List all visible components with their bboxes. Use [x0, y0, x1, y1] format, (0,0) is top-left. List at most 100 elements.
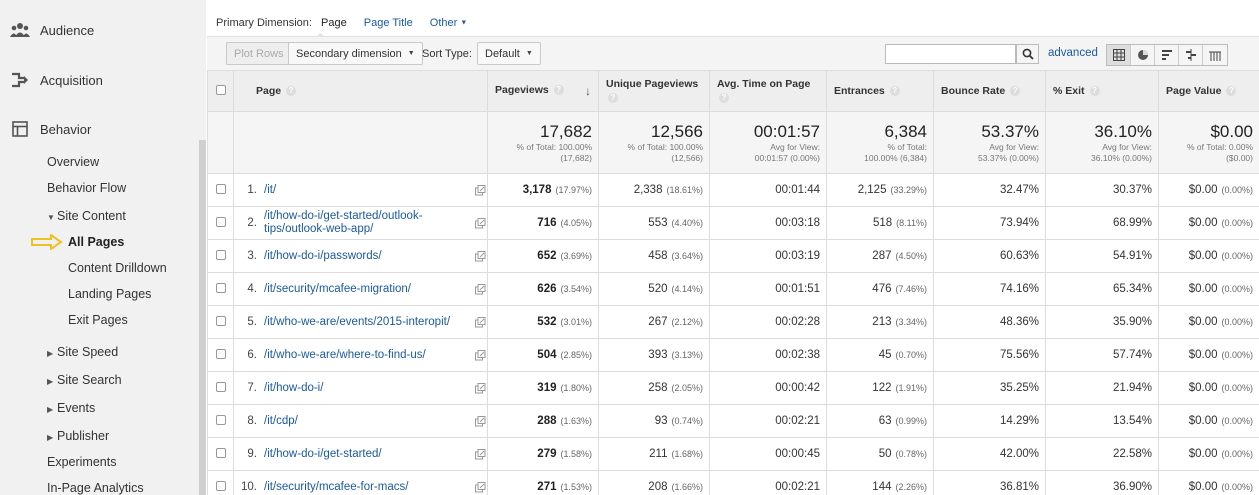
help-icon[interactable]: ?: [889, 86, 900, 97]
dimension-page[interactable]: Page: [321, 17, 347, 29]
page-link[interactable]: /it/who-we-are/where-to-find-us/: [264, 348, 426, 361]
search-button[interactable]: [1016, 44, 1039, 64]
header-entrances[interactable]: Entrances?: [826, 70, 934, 112]
row-checkbox[interactable]: [215, 183, 226, 194]
page-link[interactable]: /it/how-do-i/passwords/: [264, 249, 382, 262]
open-page-icon[interactable]: [473, 349, 487, 361]
nav-landing-pages[interactable]: Landing Pages: [68, 287, 152, 301]
header-avg-time[interactable]: Avg. Time on Page?: [709, 70, 827, 112]
header-page[interactable]: Page?: [233, 70, 488, 112]
comparison-icon: [1185, 49, 1196, 61]
table-search-input[interactable]: [885, 44, 1016, 64]
unique-pageviews-cell: 211 (1.68%): [598, 437, 710, 471]
nav-all-pages[interactable]: All Pages: [68, 235, 125, 249]
row-checkbox[interactable]: [215, 480, 226, 491]
page-link[interactable]: /it/how-do-i/get-started/outlook-tips/ou…: [264, 210, 423, 235]
sidebar-scrollbar[interactable]: [199, 140, 206, 495]
nav-content-drilldown[interactable]: Content Drilldown: [68, 261, 167, 275]
open-page-icon[interactable]: [473, 184, 487, 196]
page-link[interactable]: /it/cdp/: [264, 414, 298, 427]
open-page-icon[interactable]: [473, 481, 487, 493]
people-icon: [0, 22, 40, 38]
page-link[interactable]: /it/security/mcafee-for-macs/: [264, 480, 409, 493]
select-all-checkbox[interactable]: [215, 84, 226, 95]
page-link[interactable]: /it/security/mcafee-migration/: [264, 282, 411, 295]
triangle-right-icon: ▶: [47, 349, 54, 358]
nav-in-page-analytics[interactable]: In-Page Analytics: [47, 481, 144, 495]
page-cell: 10. /it/security/mcafee-for-macs/: [233, 470, 488, 495]
entrances-cell: 213 (3.34%): [826, 305, 934, 339]
page-cell: 2. /it/how-do-i/get-started/outlook-tips…: [233, 206, 488, 240]
help-icon[interactable]: ?: [608, 93, 618, 104]
nav-site-search[interactable]: ▶ Site Search: [47, 373, 122, 387]
row-checkbox[interactable]: [215, 282, 226, 293]
row-checkbox[interactable]: [215, 249, 226, 260]
total-note: Avg for View:: [770, 142, 820, 152]
help-icon[interactable]: ?: [1226, 86, 1237, 97]
header-exit[interactable]: % Exit?: [1045, 70, 1159, 112]
help-icon[interactable]: ?: [1010, 86, 1021, 97]
nav-experiments[interactable]: Experiments: [47, 455, 117, 469]
open-page-icon[interactable]: [473, 415, 487, 427]
advanced-filter-link[interactable]: advanced: [1048, 47, 1098, 59]
entrances-value: 518: [872, 217, 893, 229]
nav-audience[interactable]: Audience: [0, 10, 199, 50]
open-page-icon[interactable]: [473, 283, 487, 295]
nav-publisher[interactable]: ▶ Publisher: [47, 429, 109, 443]
open-page-icon[interactable]: [473, 250, 487, 262]
view-table-button[interactable]: [1107, 45, 1131, 65]
nav-site-content[interactable]: ▼ Site Content: [47, 209, 126, 223]
row-checkbox[interactable]: [215, 315, 226, 326]
row-checkbox[interactable]: [215, 348, 226, 359]
entrances-value: 50: [878, 448, 892, 460]
entrances-pct: (4.50%): [895, 251, 927, 261]
nav-exit-pages[interactable]: Exit Pages: [68, 313, 128, 327]
page-link[interactable]: /it/how-do-i/: [264, 381, 324, 394]
nav-behavior-flow[interactable]: Behavior Flow: [47, 181, 127, 195]
page-value-cell: $0.00 (0.00%): [1158, 173, 1259, 207]
view-performance-button[interactable]: [1155, 45, 1179, 65]
sort-type-dropdown[interactable]: Default ▼: [477, 42, 541, 65]
help-icon[interactable]: ?: [553, 85, 564, 96]
open-page-icon[interactable]: [473, 448, 487, 460]
page-value-value: $0.00: [1188, 415, 1218, 427]
row-checkbox[interactable]: [215, 447, 226, 458]
page-link[interactable]: /it/: [264, 183, 277, 196]
header-pageviews[interactable]: Pageviews? ↓: [487, 70, 599, 112]
row-checkbox[interactable]: [215, 414, 226, 425]
view-pivot-button[interactable]: [1203, 45, 1227, 65]
pageviews-cell: 288 (1.63%): [487, 404, 599, 438]
nav-events[interactable]: ▶ Events: [47, 401, 95, 415]
header-unique-pageviews[interactable]: Unique Pageviews?: [598, 70, 710, 112]
open-page-icon[interactable]: [473, 316, 487, 328]
header-bounce-rate[interactable]: Bounce Rate?: [933, 70, 1046, 112]
header-page-value[interactable]: Page Value?: [1158, 70, 1259, 112]
entrances-pct: (33.29%): [890, 185, 927, 195]
view-comparison-button[interactable]: [1179, 45, 1203, 65]
open-page-icon[interactable]: [473, 217, 487, 229]
total-note: Avg for View:: [1102, 142, 1152, 152]
dimension-page-title[interactable]: Page Title: [363, 17, 413, 29]
dimension-other[interactable]: Other ▼: [430, 17, 468, 29]
plot-rows-button[interactable]: Plot Rows: [226, 42, 292, 65]
nav-acquisition[interactable]: Acquisition: [0, 60, 199, 100]
secondary-dimension-dropdown[interactable]: Secondary dimension ▼: [288, 42, 423, 65]
pageviews-pct: (1.63%): [560, 416, 592, 426]
row-checkbox[interactable]: [215, 381, 226, 392]
help-icon[interactable]: ?: [286, 86, 297, 97]
nav-behavior[interactable]: Behavior: [0, 109, 199, 149]
help-icon[interactable]: ?: [719, 93, 729, 104]
row-checkbox[interactable]: [215, 216, 226, 227]
total-exit: 36.10% Avg for View: 36.10% (0.00%): [1045, 111, 1159, 174]
header-exit-label: % Exit: [1053, 85, 1085, 97]
page-link[interactable]: /it/how-do-i/get-started/: [264, 447, 382, 460]
nav-site-speed[interactable]: ▶ Site Speed: [47, 345, 118, 359]
nav-overview[interactable]: Overview: [47, 155, 100, 169]
page-link[interactable]: /it/who-we-are/events/2015-interopit/: [264, 315, 451, 328]
help-icon[interactable]: ?: [1089, 86, 1100, 97]
view-pie-button[interactable]: [1131, 45, 1155, 65]
pageviews-value: 532: [537, 316, 557, 328]
open-page-icon[interactable]: [473, 382, 487, 394]
triangle-down-icon: ▼: [47, 213, 55, 222]
header-bounce-rate-label: Bounce Rate: [941, 85, 1006, 97]
